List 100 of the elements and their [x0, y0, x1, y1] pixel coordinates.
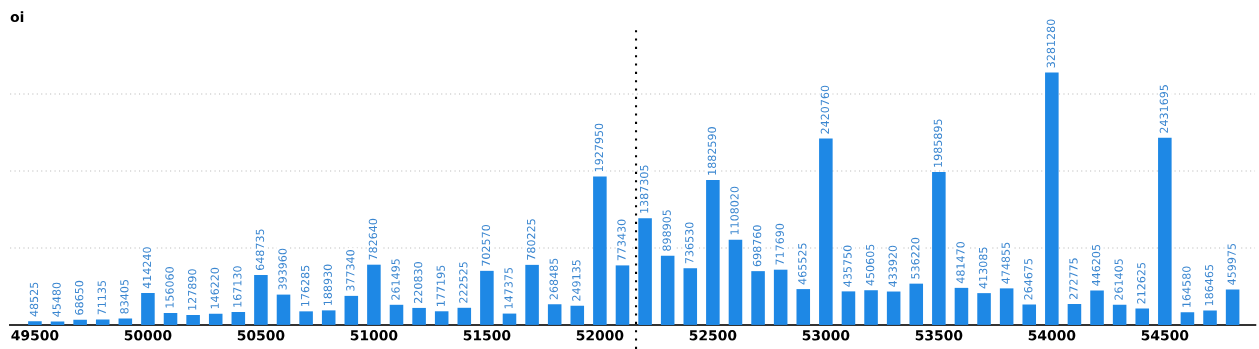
data-label: 1387305 — [639, 165, 649, 213]
bar — [50, 321, 65, 325]
data-label: 898905 — [662, 210, 671, 251]
x-tick-label: 49500 — [11, 330, 59, 341]
bar — [367, 264, 381, 325]
data-label: 717690 — [775, 223, 784, 265]
bar — [321, 310, 336, 325]
data-label: 780225 — [526, 219, 536, 260]
data-label: 481470 — [956, 242, 965, 284]
data-label: 83405 — [120, 279, 129, 314]
y-axis-title: oi — [10, 11, 24, 23]
data-label: 1882590 — [707, 127, 717, 175]
bar — [1067, 303, 1082, 325]
bar — [457, 307, 472, 325]
bar — [570, 305, 585, 325]
data-label: 698760 — [752, 225, 762, 267]
bar — [728, 239, 743, 325]
data-label: 702570 — [481, 225, 491, 266]
data-label: 648735 — [255, 229, 265, 271]
data-label: 222525 — [459, 262, 468, 303]
bar — [389, 304, 404, 325]
x-tick-label: 52500 — [689, 330, 737, 341]
bar — [480, 270, 494, 325]
bar — [1135, 308, 1150, 325]
bar — [186, 315, 200, 325]
bar — [886, 291, 901, 325]
bar — [841, 291, 856, 325]
data-label: 474855 — [1001, 242, 1010, 284]
bar — [660, 255, 675, 325]
data-label: 377340 — [346, 250, 355, 291]
data-label: 48525 — [29, 282, 39, 317]
data-label: 164580 — [1182, 266, 1191, 307]
data-label: 433920 — [888, 245, 897, 287]
bar — [1022, 304, 1037, 325]
data-label: 2420760 — [820, 85, 830, 134]
bar — [141, 293, 155, 325]
data-label: 176285 — [300, 265, 310, 306]
data-label: 413085 — [978, 247, 988, 289]
bar — [909, 283, 924, 325]
data-label: 146220 — [210, 267, 219, 309]
bar — [1203, 310, 1217, 325]
bar — [254, 274, 268, 325]
bar — [1180, 312, 1195, 325]
x-tick-label: 50500 — [237, 330, 285, 341]
bar — [412, 307, 426, 325]
bar — [1090, 290, 1104, 325]
data-label: 393960 — [278, 248, 287, 290]
x-tick-label: 53500 — [915, 330, 963, 341]
data-label: 212625 — [1137, 262, 1146, 304]
data-label: 465525 — [798, 243, 807, 285]
bar — [208, 313, 223, 325]
data-label: 268485 — [549, 258, 558, 300]
bar — [525, 264, 539, 325]
bar — [751, 271, 765, 325]
data-label: 3281280 — [1046, 19, 1056, 68]
bar — [819, 138, 833, 325]
data-label: 459975 — [1227, 243, 1236, 285]
data-label: 264675 — [1024, 258, 1033, 300]
bar — [299, 311, 313, 325]
data-label: 261405 — [1114, 259, 1123, 300]
x-tick-label: 53000 — [802, 330, 850, 341]
data-label: 177195 — [436, 265, 445, 306]
data-label: 536220 — [911, 237, 920, 279]
data-label: 450605 — [865, 244, 875, 286]
bar — [796, 289, 811, 325]
data-label: 272775 — [1069, 258, 1078, 299]
bar — [547, 304, 562, 325]
bar — [1158, 137, 1172, 325]
data-label: 147375 — [504, 267, 513, 309]
data-label: 249135 — [572, 260, 581, 301]
bar — [638, 218, 652, 325]
bar — [615, 265, 630, 325]
bar — [773, 269, 788, 325]
bar — [977, 293, 991, 325]
data-label: 156060 — [165, 267, 174, 308]
data-label: 1985895 — [933, 119, 943, 167]
data-label: 1927950 — [594, 123, 604, 172]
data-label: 45480 — [52, 282, 61, 317]
bar — [231, 312, 246, 325]
data-label: 68650 — [74, 280, 84, 315]
data-label: 435750 — [843, 245, 852, 287]
bar — [73, 319, 87, 325]
bar — [1112, 304, 1127, 325]
bar — [683, 268, 698, 325]
data-label: 773430 — [617, 219, 626, 261]
bar — [1045, 72, 1059, 325]
data-label: 1108020 — [730, 186, 739, 235]
bar — [1225, 289, 1240, 325]
x-tick-label: 54500 — [1141, 330, 1189, 341]
x-tick-label: 54000 — [1028, 330, 1076, 341]
bar — [163, 312, 178, 325]
data-label: 127890 — [187, 269, 197, 310]
x-tick-label: 50000 — [124, 330, 172, 341]
bar — [932, 172, 946, 325]
bar — [593, 176, 607, 325]
bar — [999, 288, 1014, 325]
x-tick-label: 52000 — [576, 330, 624, 341]
data-label: 261495 — [391, 259, 400, 300]
data-label: 782640 — [368, 218, 378, 260]
data-label: 186465 — [1204, 264, 1214, 306]
